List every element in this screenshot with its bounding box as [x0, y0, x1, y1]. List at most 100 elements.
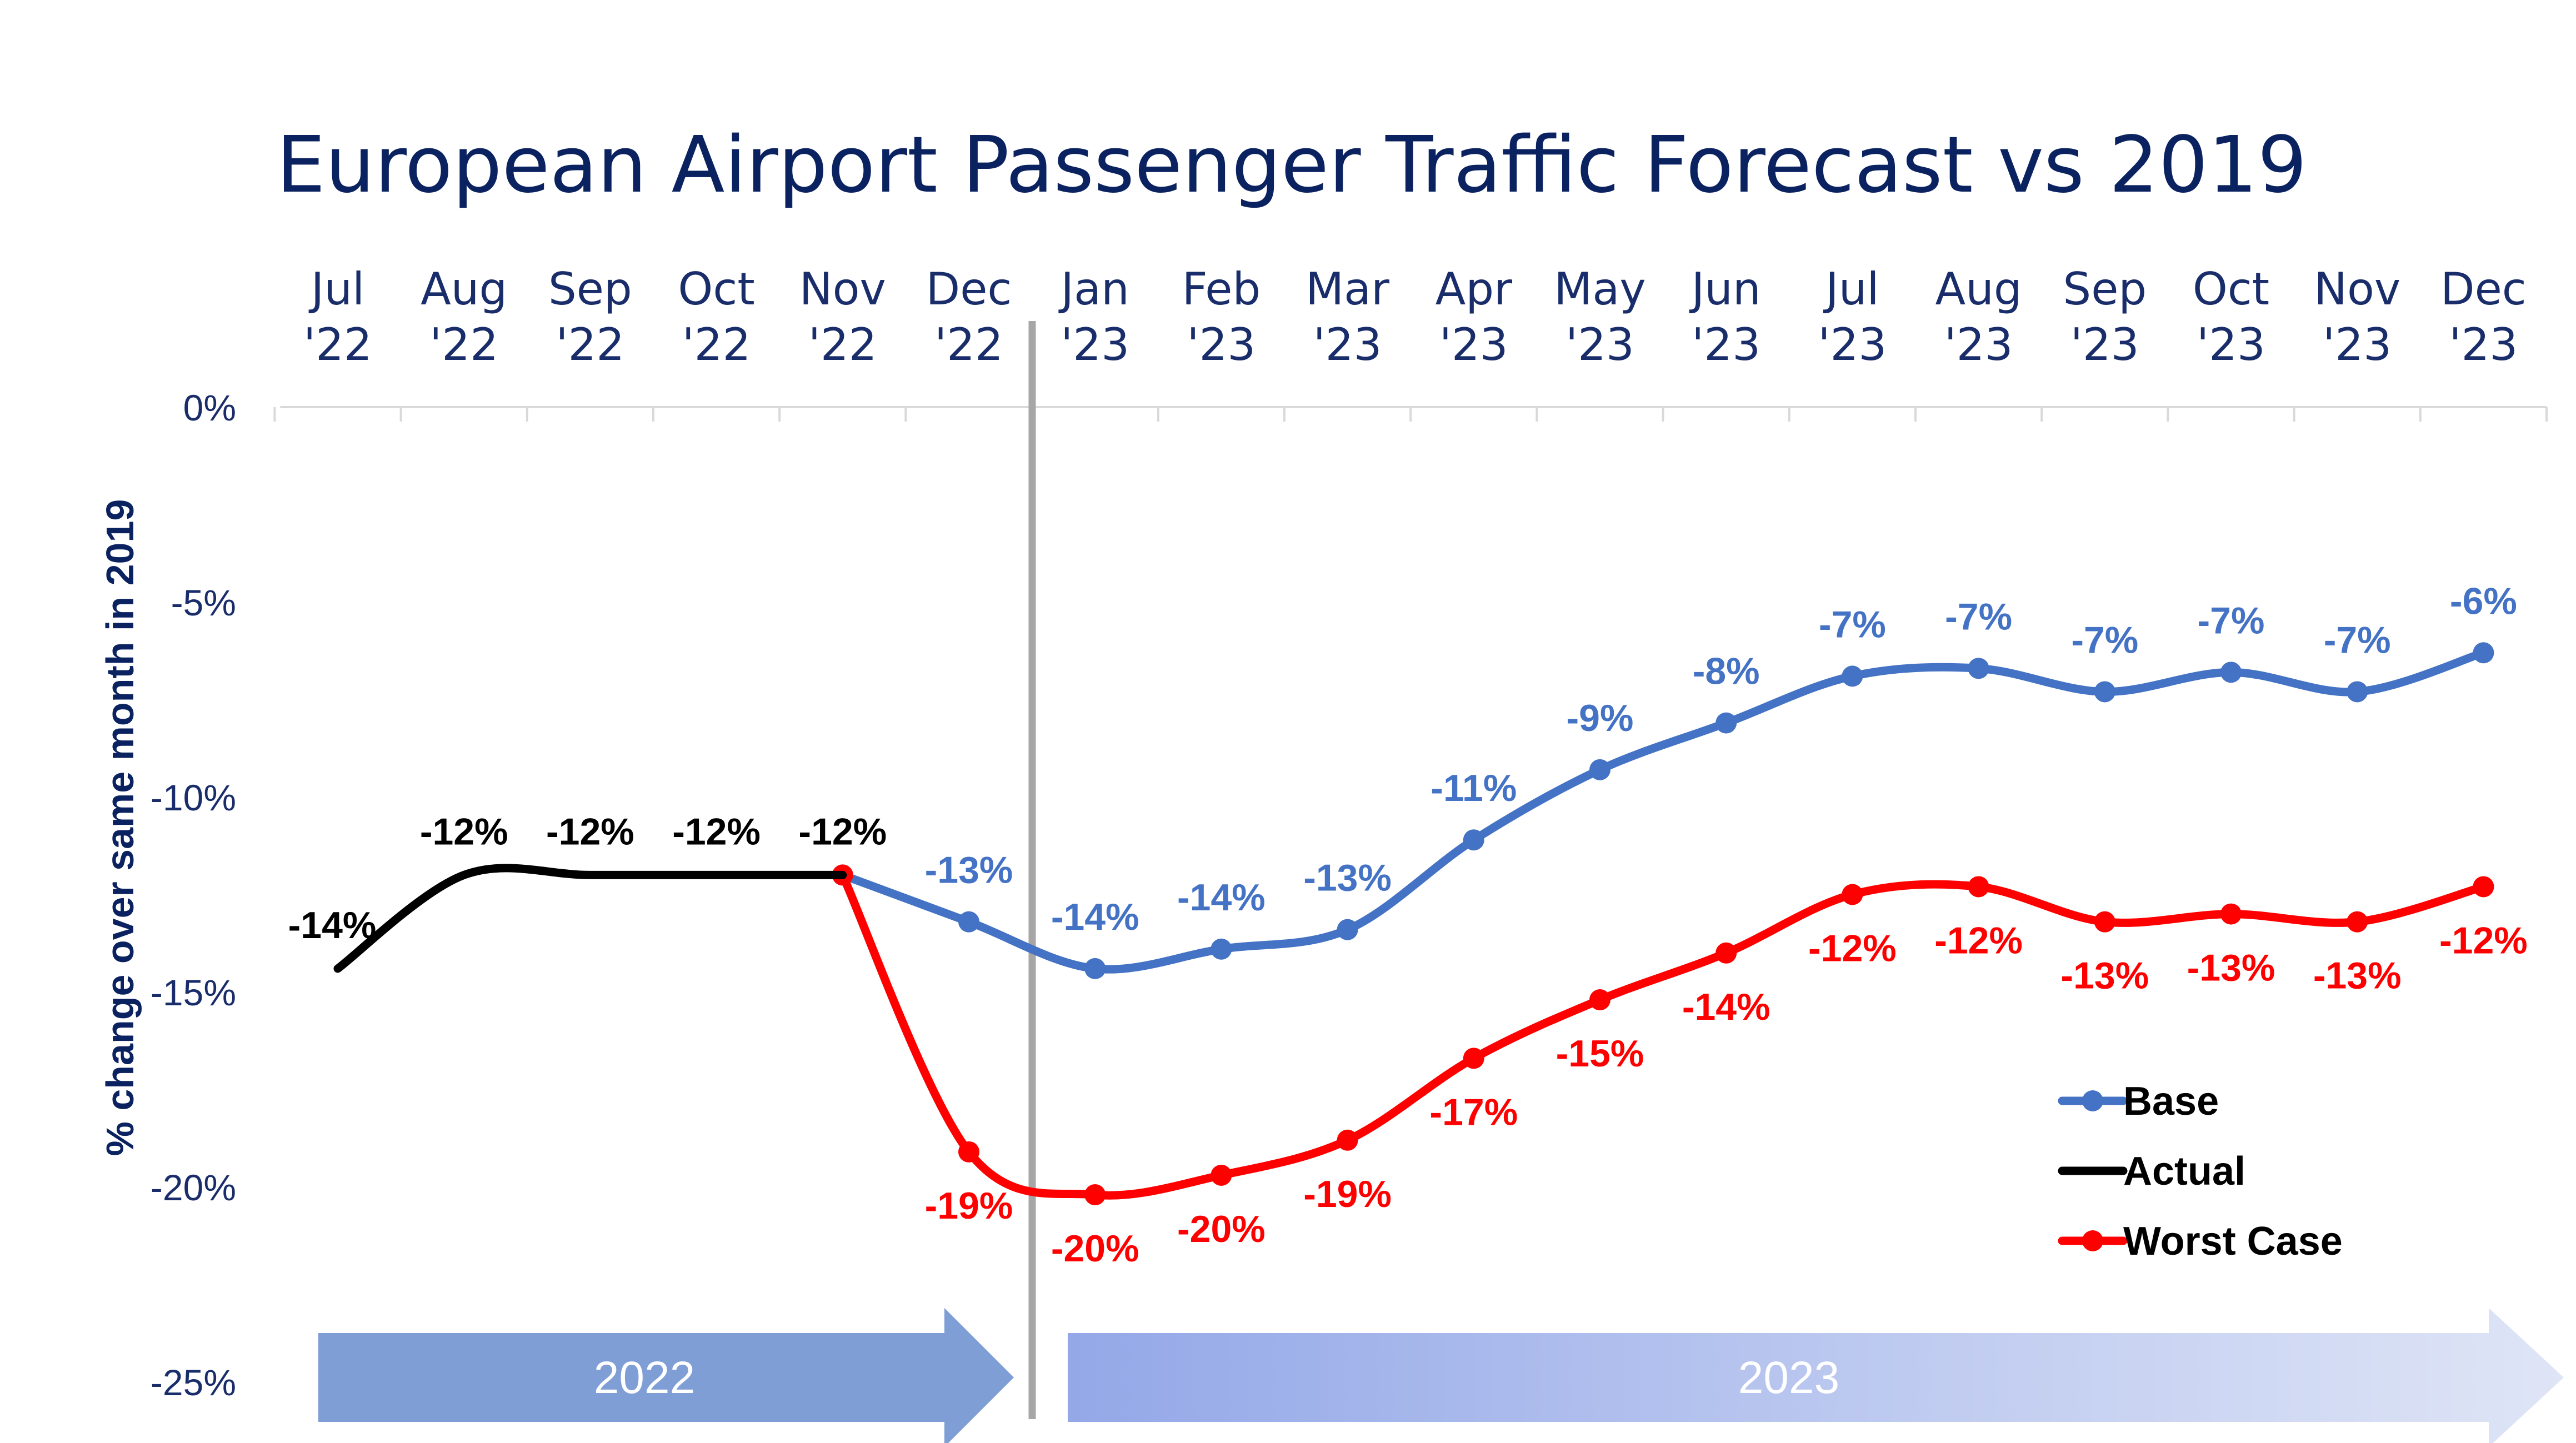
x-tick-label-month: Feb [1182, 263, 1261, 315]
x-tick-label-month: Aug [1935, 263, 2022, 315]
data-label-base: -7% [1945, 595, 2012, 638]
data-label-actual: -12% [546, 810, 634, 853]
x-tick-label-month: Sep [548, 263, 632, 315]
data-label-base: -11% [1430, 767, 1517, 809]
x-tick-label-month: Jul [1823, 263, 1879, 315]
data-point-base [2094, 681, 2115, 703]
data-point-base [1463, 829, 1484, 851]
x-tick-label-month: Mar [1305, 263, 1389, 315]
x-tick-label-year: '22 [556, 319, 625, 370]
series-line-worst-case [838, 870, 2488, 1200]
x-tick-label-month: Nov [799, 263, 886, 315]
axis-group: Jul'22Aug'22Sep'22Oct'22Nov'22Dec'22Jan'… [151, 263, 2548, 1419]
data-label-base: -7% [1819, 603, 1886, 645]
data-label-worst-case: -13% [2187, 947, 2275, 989]
y-tick-label: 0% [183, 387, 236, 428]
data-point-worst-case [2220, 903, 2242, 925]
x-tick-label-month: Nov [2314, 263, 2400, 315]
x-tick-label-month: Apr [1435, 263, 1513, 315]
year-arrow-2023 [1068, 1308, 2564, 1443]
y-tick-label: -20% [151, 1167, 236, 1208]
x-tick-label-year: '23 [2197, 319, 2265, 370]
x-tick-label-year: '23 [1439, 319, 1508, 370]
data-label-base: -7% [2071, 619, 2138, 661]
data-label-worst-case: -12% [2439, 919, 2528, 961]
data-label-worst-case: -19% [1303, 1173, 1392, 1215]
y-axis-label: % change over same month in 2019 [98, 499, 142, 1156]
data-point-worst-case [1589, 989, 1610, 1011]
legend-label-base: Base [2123, 1079, 2219, 1124]
data-label-worst-case: -20% [1177, 1208, 1266, 1250]
y-tick-label: -25% [151, 1362, 236, 1403]
legend: Base Actual Worst Case [2058, 1079, 2343, 1264]
data-point-base [2347, 681, 2368, 703]
data-label-worst-case: -15% [1556, 1033, 1644, 1075]
x-tick-label-month: Jun [1689, 263, 1761, 315]
data-label-worst-case: -13% [2313, 955, 2402, 997]
data-label-base: -13% [1303, 857, 1392, 899]
data-point-base [2473, 642, 2494, 664]
x-tick-label-year: '23 [1061, 319, 1129, 370]
x-tick-label-year: '23 [1944, 319, 2013, 370]
legend-marker-worst-case [2082, 1230, 2103, 1251]
data-label-worst-case: -13% [2060, 955, 2149, 997]
x-tick-label-year: '23 [1818, 319, 1887, 370]
data-point-base [1968, 658, 1989, 679]
x-tick-label-year: '23 [2070, 319, 2139, 370]
data-point-worst-case [1463, 1048, 1484, 1069]
data-point-worst-case [2094, 911, 2115, 933]
data-point-worst-case [1211, 1164, 1232, 1186]
x-tick-label-year: '22 [429, 319, 498, 370]
year-arrow-2022-label: 2022 [594, 1352, 695, 1403]
x-tick-label-year: '22 [808, 319, 877, 370]
series-line-base [838, 648, 2488, 974]
data-label-base: -14% [1177, 876, 1266, 919]
chart-title: European Airport Passenger Traffic Forec… [276, 120, 2307, 211]
x-tick-label-month: Aug [421, 263, 507, 315]
x-tick-label-month: Oct [678, 263, 754, 315]
y-tick-label: -5% [171, 582, 236, 623]
data-point-base [958, 911, 979, 933]
data-point-base [2220, 662, 2242, 683]
data-point-base [1842, 665, 1863, 687]
data-point-base [1337, 919, 1358, 940]
data-label-worst-case: -20% [1051, 1227, 1139, 1270]
y-tick-label: -10% [151, 777, 236, 818]
series-group [333, 642, 2494, 1206]
x-tick-label-month: May [1554, 263, 1645, 315]
data-label-base: -9% [1567, 697, 1634, 739]
year-arrow-2023-label: 2023 [1738, 1352, 1839, 1403]
data-label-base: -7% [2198, 599, 2265, 642]
data-labels: -13% -14% -14% -13% -11% -9% -8% -7% -7% -7% -7% -7… [288, 580, 2528, 1270]
data-label-actual: -14% [288, 904, 377, 946]
data-label-base: -13% [925, 849, 1013, 891]
series-line-actual [333, 864, 847, 973]
data-label-worst-case: -14% [1682, 986, 1770, 1028]
legend-marker-base [2082, 1090, 2103, 1111]
data-point-worst-case [2473, 876, 2494, 898]
x-tick-label-year: '22 [682, 319, 751, 370]
x-tick-label-year: '23 [1692, 319, 1760, 370]
x-tick-label-month: Dec [2440, 263, 2527, 315]
x-tick-label-month: Jan [1058, 263, 1129, 315]
y-tick-label: -15% [151, 972, 236, 1013]
x-tick-label-year: '23 [1565, 319, 1634, 370]
legend-label-worst-case: Worst Case [2123, 1219, 2343, 1264]
data-point-worst-case [1337, 1129, 1358, 1151]
data-point-base [1715, 712, 1737, 734]
legend-label-actual: Actual [2123, 1149, 2245, 1194]
data-point-worst-case [1084, 1184, 1106, 1206]
data-label-actual: -12% [798, 810, 887, 853]
data-label-base: -6% [2450, 580, 2517, 622]
x-tick-label-month: Oct [2193, 263, 2269, 315]
data-point-worst-case [1842, 884, 1863, 905]
data-point-worst-case [1968, 876, 1989, 898]
x-tick-label-year: '23 [2323, 319, 2392, 370]
x-tick-label-month: Dec [926, 263, 1012, 315]
x-tick-label-year: '23 [1313, 319, 1382, 370]
data-label-base: -7% [2324, 619, 2391, 661]
x-tick-label-month: Jul [308, 263, 365, 315]
x-tick-label-month: Sep [2063, 263, 2147, 315]
x-tick-label-year: '22 [303, 319, 372, 370]
